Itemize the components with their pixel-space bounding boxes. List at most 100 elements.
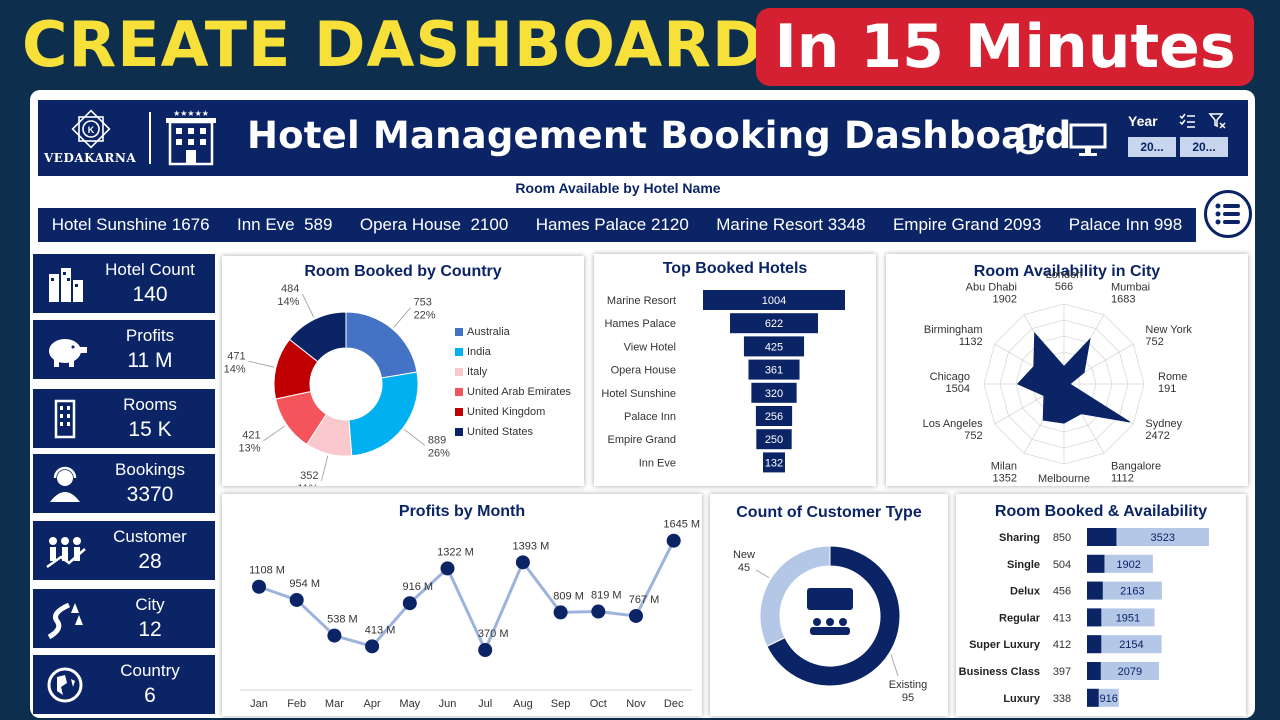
donut-slice <box>288 311 347 363</box>
funnel-value-label: 425 <box>765 341 783 353</box>
piggy-bank-icon <box>49 339 87 367</box>
brand-name: VEDAKARNA <box>44 151 137 165</box>
radar-value-label: 191 <box>1158 383 1176 395</box>
profit-data-label: 538 M <box>327 614 358 626</box>
kpi-value: 15 K <box>128 418 172 441</box>
funnel-category-label: Hames Palace <box>604 318 676 330</box>
month-tick-label: Sep <box>551 698 571 710</box>
donut-value-label: 352 <box>300 470 318 482</box>
room-type-label: Sharing <box>999 532 1040 544</box>
profit-data-label: 809 M <box>553 590 584 602</box>
availability-item: Opera House 2100 <box>359 215 509 234</box>
radar-value-label: 752 <box>1145 336 1163 348</box>
profit-data-label: 767 M <box>629 594 660 606</box>
month-tick-label: Apr <box>364 698 381 710</box>
funnel-value-label: 1004 <box>762 295 786 307</box>
funnel-value-label: 361 <box>765 365 783 377</box>
funnel-bar <box>748 359 800 380</box>
radar-category-label: Bangalore <box>1111 460 1161 472</box>
dashboard-title: Hotel Management Booking Dashboard <box>247 114 1072 157</box>
audience-icon <box>813 618 821 626</box>
radar-value-label: 566 <box>1055 281 1073 293</box>
radar-value-label: 1902 <box>993 294 1017 306</box>
radar-category-label: Birmingham <box>924 324 983 336</box>
customer-value-label: 45 <box>738 562 750 574</box>
road-trees-icon <box>47 602 83 639</box>
donut-value-label: 421 <box>242 430 260 442</box>
profits-chart-card: Profits by Month 1108 M Jan 954 M Feb 538 M M… <box>222 494 702 716</box>
available-value-label: 2154 <box>1119 639 1143 651</box>
booked-value-label: 850 <box>1053 532 1071 544</box>
menu-button[interactable] <box>1204 190 1252 238</box>
booked-bar <box>1087 688 1099 707</box>
donut-leader-line <box>263 425 286 441</box>
banner-badge: In 15 Minutes <box>756 8 1254 86</box>
radar-value-label: 2472 <box>1145 430 1169 442</box>
year-button-2[interactable]: 20... <box>1180 137 1228 157</box>
donut-percent-label: 13% <box>239 443 261 455</box>
kpi-country: Country 6 <box>33 655 215 714</box>
availability-item: Empire Grand 2093 <box>892 215 1042 234</box>
room-type-label: Delux <box>1010 586 1041 598</box>
year-button-1[interactable]: 20... <box>1128 137 1176 157</box>
radar-category-label: Abu Dhabi <box>966 282 1017 294</box>
kpi-label: Customer <box>113 527 187 546</box>
room-type-title: Room Booked & Availability <box>994 503 1208 520</box>
profit-data-label: 413 M <box>365 624 396 636</box>
profit-data-label: 1645 M <box>663 519 700 531</box>
multi-select-icon[interactable] <box>1178 112 1196 130</box>
room-type-label: Super Luxury <box>969 639 1041 651</box>
profit-data-label: 370 M <box>478 628 509 640</box>
kpi-hotel-count: Hotel Count 140 <box>33 254 215 313</box>
radar-value-label: 752 <box>964 430 982 442</box>
kpi-label: Bookings <box>115 460 185 479</box>
kpi-value: 11 M <box>127 349 173 372</box>
kpi-label: Country <box>120 661 180 680</box>
radar-value-label: 1270 <box>1052 485 1076 486</box>
customer-donut-hole <box>786 572 874 660</box>
availability-item: Hotel Sunshine 1676 <box>51 215 210 234</box>
profit-data-label: 1322 M <box>437 546 474 558</box>
customer-leader-line <box>890 654 899 677</box>
monitor-icon[interactable] <box>1068 122 1108 158</box>
funnel-category-label: Palace Inn <box>624 411 676 423</box>
month-tick-label: Jun <box>439 698 457 710</box>
kpi-bookings: Bookings 3370 <box>33 454 215 513</box>
availability-item: Marine Resort 3348 <box>716 215 866 234</box>
donut-percent-label: 14% <box>224 363 246 375</box>
top-hotels-title: Top Booked Hotels <box>662 260 808 277</box>
clear-filter-icon[interactable] <box>1208 112 1226 130</box>
available-bar <box>1087 528 1209 546</box>
profit-data-point <box>478 643 493 657</box>
city-radar-card: Room Availability in City London 566 Mumba… <box>886 254 1248 486</box>
vedakarna-logo-icon: K <box>71 109 111 149</box>
donut-value-label: 484 <box>281 283 299 295</box>
kpi-customer: Customer 28 <box>33 521 215 580</box>
radar-value-label: 1352 <box>993 472 1017 484</box>
refresh-icon[interactable] <box>1010 120 1048 158</box>
profit-data-point <box>440 561 455 576</box>
available-bar <box>1087 608 1155 627</box>
donut-slice <box>345 311 418 379</box>
radar-category-label: Rome <box>1158 371 1187 383</box>
audience-icon <box>810 627 850 635</box>
legend-item: Italy <box>455 366 487 378</box>
funnel-category-label: Inn Eve <box>639 457 676 469</box>
customer-type-card: Count of Customer Type New 45 Existing 95 <box>710 494 948 716</box>
donut-slice <box>348 371 419 457</box>
funnel-value-label: 250 <box>765 434 783 446</box>
funnel-category-label: View Hotel <box>624 341 676 353</box>
funnel-category-label: Empire Grand <box>608 434 676 446</box>
available-value-label: 3523 <box>1150 532 1174 544</box>
available-bar <box>1087 581 1162 600</box>
donut-leader-line <box>404 429 426 446</box>
booked-bar <box>1087 608 1102 627</box>
funnel-value-label: 132 <box>765 457 783 469</box>
kpi-label: Rooms <box>123 395 177 414</box>
funnel-value-label: 320 <box>765 388 783 400</box>
profit-data-label: 819 M <box>591 590 622 602</box>
month-tick-label: Feb <box>287 698 306 710</box>
city-radar-title: Room Availability in City <box>973 263 1161 280</box>
month-tick-label: Jul <box>478 698 492 710</box>
